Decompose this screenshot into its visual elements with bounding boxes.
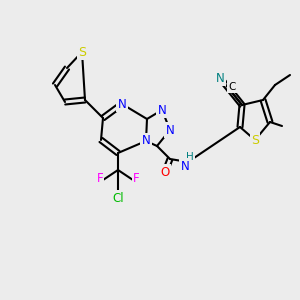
Text: N: N	[181, 160, 189, 172]
Text: S: S	[251, 134, 259, 146]
Text: S: S	[78, 46, 86, 59]
Text: N: N	[166, 124, 174, 136]
Text: F: F	[97, 172, 103, 184]
Text: N: N	[142, 134, 150, 148]
Text: N: N	[118, 98, 126, 110]
Text: F: F	[133, 172, 139, 184]
Text: N: N	[158, 103, 166, 116]
Text: H: H	[186, 152, 194, 162]
Text: C: C	[228, 82, 236, 92]
Text: O: O	[160, 166, 169, 178]
Text: N: N	[216, 71, 224, 85]
Text: Cl: Cl	[112, 191, 124, 205]
